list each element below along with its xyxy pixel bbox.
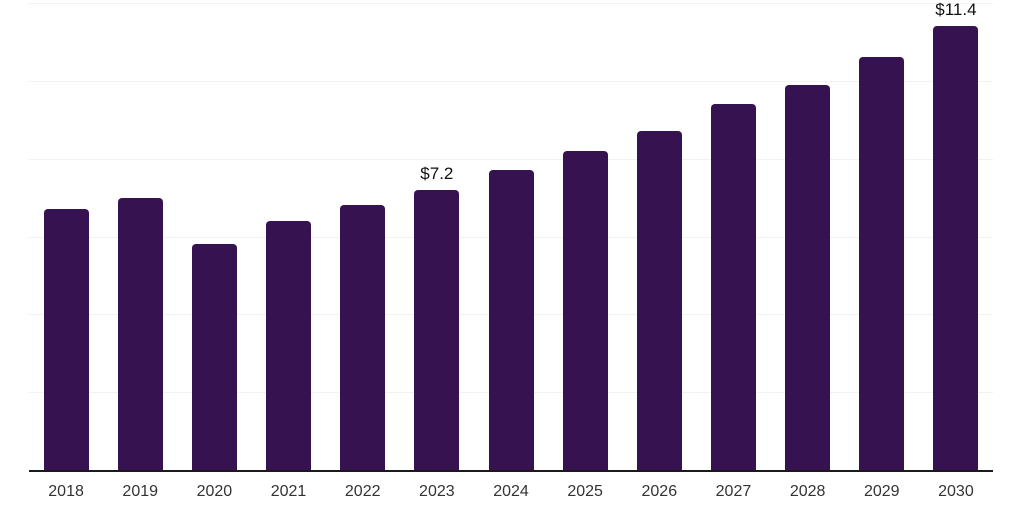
bar-2030[interactable] bbox=[933, 26, 979, 470]
x-tick-label-2026: 2026 bbox=[641, 483, 678, 500]
x-tick-label-2024: 2024 bbox=[493, 483, 529, 500]
bar-2025[interactable] bbox=[562, 150, 608, 470]
bar-2019[interactable] bbox=[117, 197, 163, 470]
x-tick-label-2025: 2025 bbox=[567, 483, 603, 500]
x-tick-label-2021: 2021 bbox=[270, 483, 307, 500]
bar-2021[interactable] bbox=[266, 220, 312, 470]
bar-2024[interactable] bbox=[488, 170, 534, 470]
x-tick-label-2019: 2019 bbox=[122, 483, 159, 500]
bar-value-label-2023: $7.2 bbox=[420, 163, 454, 183]
x-tick-label-2027: 2027 bbox=[715, 483, 752, 500]
gridline-8 bbox=[29, 158, 993, 160]
bar-2018[interactable] bbox=[43, 209, 89, 470]
bar-2027[interactable] bbox=[710, 104, 756, 470]
bar-2026[interactable] bbox=[636, 131, 682, 470]
bar-2022[interactable] bbox=[340, 205, 386, 470]
gridline-10 bbox=[29, 80, 993, 82]
bar-2029[interactable] bbox=[859, 57, 905, 470]
plot-area: $7.2 $11.4 bbox=[29, 0, 993, 470]
x-tick-label-2022: 2022 bbox=[344, 483, 381, 500]
x-tick-label-2018: 2018 bbox=[48, 483, 84, 500]
x-tick-label-2023: 2023 bbox=[419, 483, 455, 500]
bar-2028[interactable] bbox=[785, 84, 831, 470]
x-tick-label-2029: 2029 bbox=[863, 483, 900, 500]
x-tick-label-2030: 2030 bbox=[938, 483, 974, 500]
gridline-12 bbox=[29, 3, 993, 4]
x-axis-line bbox=[29, 470, 993, 472]
x-tick-label-2020: 2020 bbox=[196, 483, 233, 500]
x-tick-label-2028: 2028 bbox=[789, 483, 826, 500]
bar-2023[interactable] bbox=[414, 189, 460, 470]
bar-2020[interactable] bbox=[191, 244, 237, 470]
bar-value-label-2030: $11.4 bbox=[935, 0, 977, 20]
